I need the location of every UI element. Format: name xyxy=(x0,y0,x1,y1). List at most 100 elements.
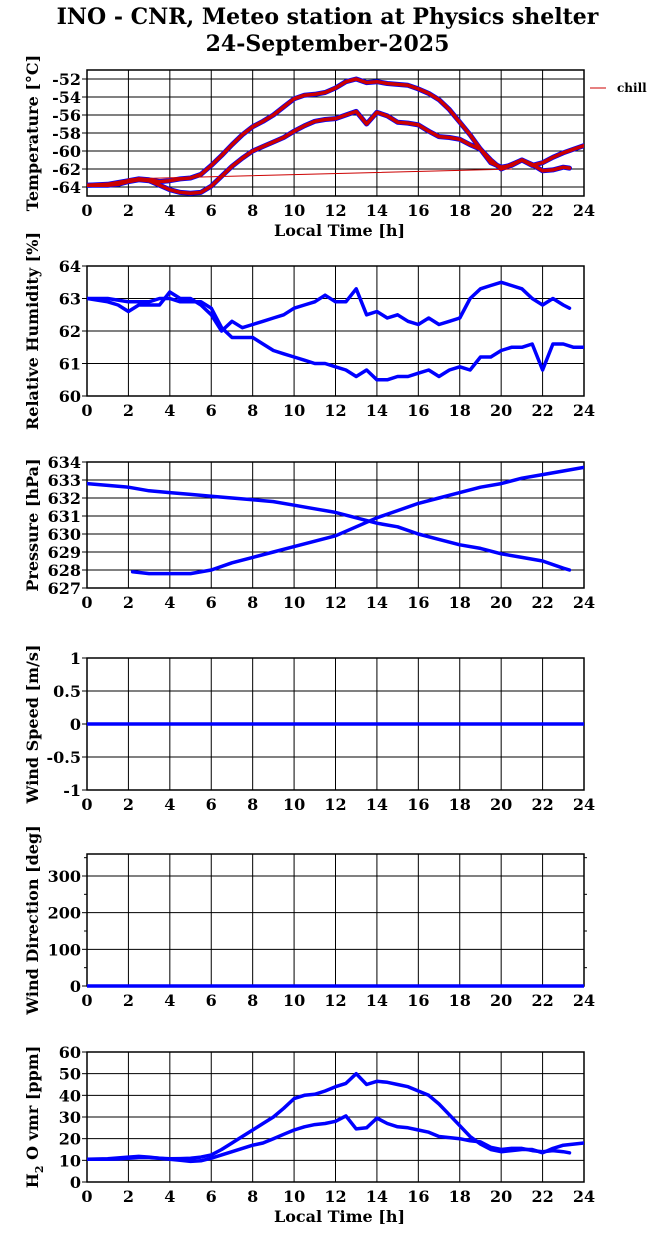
y-tick-label: 631 xyxy=(48,507,81,526)
x-tick-label: 2 xyxy=(123,795,134,814)
x-tick-label: 0 xyxy=(81,795,92,814)
x-tick-label: 2 xyxy=(123,593,134,612)
y-tick-label: 63 xyxy=(59,290,81,309)
x-tick-label: 14 xyxy=(366,201,388,220)
y-tick-label: -60 xyxy=(52,142,81,161)
y-tick-label: 10 xyxy=(59,1151,81,1170)
x-tick-label: 10 xyxy=(283,991,305,1010)
x-tick-label: 8 xyxy=(247,1187,258,1206)
y-axis-label: Relative Humidity [%] xyxy=(23,232,42,430)
x-tick-label: 8 xyxy=(247,991,258,1010)
x-tick-label: 14 xyxy=(366,1187,388,1206)
x-tick-label: 10 xyxy=(283,795,305,814)
x-axis-label: Local Time [h] xyxy=(274,221,405,240)
x-tick-label: 14 xyxy=(366,991,388,1010)
x-tick-label: 12 xyxy=(324,593,346,612)
y-tick-label: 632 xyxy=(48,489,81,508)
x-tick-label: 16 xyxy=(407,593,429,612)
x-tick-label: 18 xyxy=(449,1187,471,1206)
x-tick-label: 0 xyxy=(81,593,92,612)
y-tick-label: 60 xyxy=(59,1043,81,1062)
y-tick-label: -1 xyxy=(63,781,81,800)
y-tick-label: 200 xyxy=(48,904,81,923)
x-tick-label: 16 xyxy=(407,401,429,420)
x-tick-label: 20 xyxy=(490,201,512,220)
x-tick-label: 22 xyxy=(531,795,553,814)
x-tick-label: 22 xyxy=(531,201,553,220)
x-tick-label: 16 xyxy=(407,1187,429,1206)
x-tick-label: 0 xyxy=(81,1187,92,1206)
x-tick-label: 8 xyxy=(247,795,258,814)
x-tick-label: 18 xyxy=(449,593,471,612)
x-tick-label: 22 xyxy=(531,991,553,1010)
y-tick-label: 60 xyxy=(59,387,81,406)
x-tick-label: 0 xyxy=(81,201,92,220)
x-tick-label: 6 xyxy=(206,1187,217,1206)
x-tick-label: 16 xyxy=(407,991,429,1010)
y-tick-label: 30 xyxy=(59,1108,81,1127)
y-axis-label: Wind Direction [deg] xyxy=(23,825,42,1016)
x-tick-label: 22 xyxy=(531,401,553,420)
y-tick-label: -54 xyxy=(52,88,81,107)
y-tick-label: -56 xyxy=(52,106,81,125)
y-axis-label: Temperature [°C] xyxy=(23,55,42,211)
x-tick-label: 2 xyxy=(123,1187,134,1206)
x-tick-label: 12 xyxy=(324,795,346,814)
series-line-press-1 xyxy=(130,465,584,576)
y-tick-label: 630 xyxy=(48,525,81,544)
x-tick-label: 0 xyxy=(81,401,92,420)
x-tick-label: 10 xyxy=(283,401,305,420)
chart-title-line1: INO - CNR, Meteo station at Physics shel… xyxy=(56,4,599,30)
y-tick-label: -52 xyxy=(52,70,81,89)
plot-frame xyxy=(86,461,585,589)
x-tick-label: 4 xyxy=(164,991,175,1010)
series-line-h2o-1 xyxy=(87,1114,572,1164)
x-tick-label: 18 xyxy=(449,991,471,1010)
y-tick-label: 0 xyxy=(70,1173,81,1192)
x-tick-label: 2 xyxy=(123,991,134,1010)
y-tick-label: 633 xyxy=(48,471,81,490)
x-tick-label: 12 xyxy=(324,991,346,1010)
x-tick-label: 20 xyxy=(490,1187,512,1206)
y-tick-label: -62 xyxy=(52,160,81,179)
y-tick-label: 100 xyxy=(48,940,81,959)
series-line-h2o-0 xyxy=(87,1071,584,1162)
y-axis-label: Wind Speed [m/s] xyxy=(23,645,42,805)
x-tick-label: 22 xyxy=(531,593,553,612)
y-axis-label: H2 O vmr [ppm] xyxy=(23,1046,46,1189)
series-line-rh-1 xyxy=(87,296,584,382)
x-tick-label: 14 xyxy=(366,795,388,814)
x-tick-label: 4 xyxy=(164,593,175,612)
y-tick-label: 64 xyxy=(59,257,81,276)
x-tick-label: 4 xyxy=(164,401,175,420)
series-line-press-0 xyxy=(87,481,572,572)
x-tick-label: 18 xyxy=(449,201,471,220)
x-tick-label: 22 xyxy=(531,1187,553,1206)
x-tick-label: 10 xyxy=(283,593,305,612)
y-tick-label: 40 xyxy=(59,1086,81,1105)
y-tick-label: 628 xyxy=(48,561,81,580)
y-tick-label: 50 xyxy=(59,1065,81,1084)
x-tick-label: 8 xyxy=(247,593,258,612)
series-line-temp-4 xyxy=(127,168,512,180)
x-tick-label: 12 xyxy=(324,401,346,420)
x-tick-label: 20 xyxy=(490,991,512,1010)
plot-frame xyxy=(86,69,585,197)
y-tick-label: 61 xyxy=(59,355,81,374)
y-tick-label: -64 xyxy=(52,178,81,197)
x-tick-label: 2 xyxy=(123,401,134,420)
y-tick-label: 20 xyxy=(59,1130,81,1149)
x-tick-label: 2 xyxy=(123,201,134,220)
x-axis-label: Local Time [h] xyxy=(274,1207,405,1226)
x-tick-label: 18 xyxy=(449,401,471,420)
x-tick-label: 24 xyxy=(573,401,595,420)
x-tick-label: 20 xyxy=(490,795,512,814)
x-tick-label: 24 xyxy=(573,1187,595,1206)
y-tick-label: -58 xyxy=(52,124,81,143)
x-tick-label: 10 xyxy=(283,201,305,220)
x-tick-label: 12 xyxy=(324,1187,346,1206)
